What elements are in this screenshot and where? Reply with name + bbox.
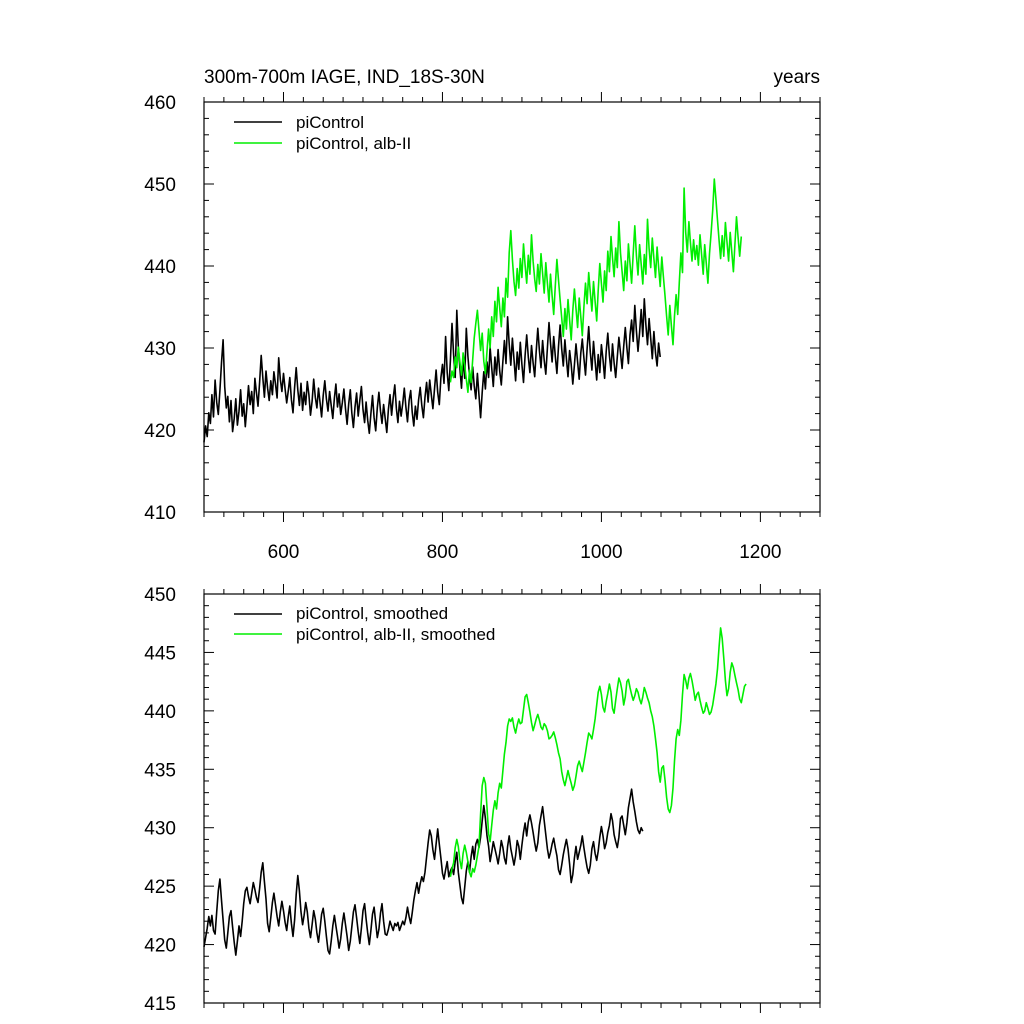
top-y-tick-label: 410 [144, 503, 176, 524]
bottom-legend: piControl, smoothed piControl, alb-II, s… [234, 604, 495, 644]
top-series-line-picontrol [203, 297, 661, 443]
bottom-panel: 415 420 425 430 435 440 445 450 piControl, smoo… [144, 584, 821, 1015]
top-panel: 300m-700m IAGE, IND_18S-30N years 410 420… [144, 67, 821, 563]
bottom-y-tick-label: 420 [144, 936, 176, 957]
bottom-plot-series [203, 627, 747, 956]
bottom-y-tick-label: 445 [144, 643, 176, 664]
top-plot-frame [203, 101, 821, 513]
bottom-series-line-picontrol [203, 788, 644, 956]
top-y-tick-label: 430 [144, 339, 176, 360]
bottom-y-tick-label: 415 [144, 994, 176, 1015]
bottom-y-tick-label: 450 [144, 585, 176, 606]
bottom-y-tick-label: 435 [144, 760, 176, 781]
top-y-tick-label: 440 [144, 257, 176, 278]
top-y-tick-label: 450 [144, 175, 176, 196]
top-plot-series [203, 178, 743, 443]
top-series-line-alb-ii [449, 178, 743, 394]
bottom-legend-label-picontrol: piControl, smoothed [296, 604, 448, 623]
top-title-right: years [774, 67, 820, 88]
top-title-left: 300m-700m IAGE, IND_18S-30N [204, 67, 485, 88]
bottom-y-tick-label: 440 [144, 702, 176, 723]
top-axis-ticks: 410 420 430 440 450 460 600 800 1000 1200 [144, 92, 821, 563]
bottom-y-tick-label: 425 [144, 877, 176, 898]
top-x-tick-label: 600 [268, 542, 300, 563]
bottom-series-line-alb-ii [449, 627, 747, 878]
bottom-y-tick-label: 430 [144, 819, 176, 840]
top-x-tick-label: 800 [427, 542, 459, 563]
top-x-tick-label: 1200 [739, 542, 781, 563]
bottom-legend-label-alb: piControl, alb-II, smoothed [296, 625, 495, 644]
top-legend-label-alb: piControl, alb-II [296, 134, 411, 153]
bottom-plot-frame [203, 593, 821, 1004]
top-y-tick-label: 420 [144, 421, 176, 442]
top-x-tick-label: 1000 [580, 542, 622, 563]
top-legend-label-picontrol: piControl [296, 113, 364, 132]
top-y-tick-label: 460 [144, 93, 176, 114]
top-legend: piControl piControl, alb-II [234, 113, 411, 153]
